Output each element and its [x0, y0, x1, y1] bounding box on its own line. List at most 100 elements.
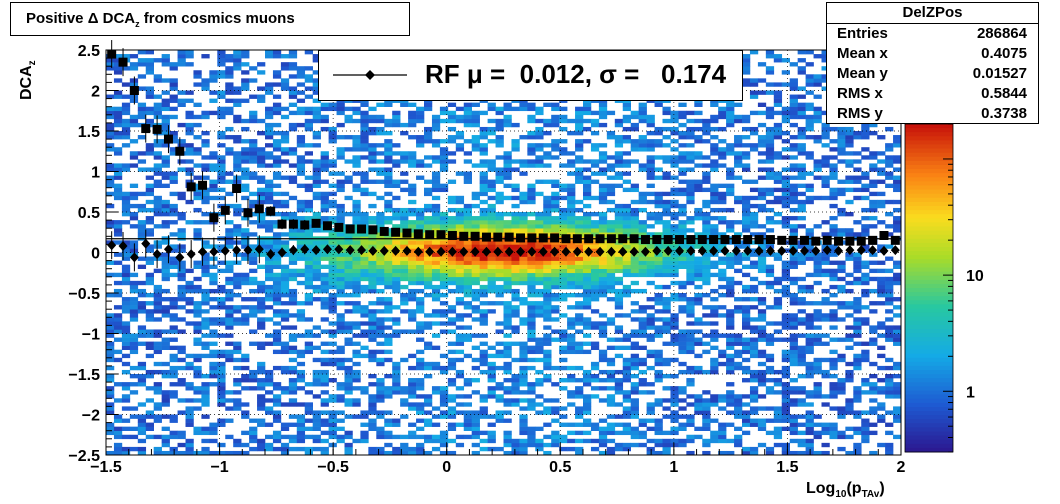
data-point-square — [266, 206, 276, 216]
data-point-diamond — [640, 246, 650, 257]
data-point-square — [856, 236, 866, 246]
data-point-diamond — [709, 245, 719, 256]
stats-row: Mean y 0.01527 — [837, 65, 1027, 82]
data-point-diamond — [175, 252, 185, 263]
data-point-diamond — [595, 246, 605, 257]
data-point-square — [743, 235, 753, 245]
y-tick-label: 0.5 — [78, 205, 100, 222]
data-point-diamond — [890, 245, 900, 256]
color-bar-label: 1 — [966, 384, 975, 401]
data-point-square — [368, 225, 378, 235]
data-point-diamond — [504, 246, 514, 257]
data-point-square — [152, 124, 162, 134]
y-tick-label: 1 — [91, 165, 100, 182]
legend-box: RF μ = 0.012, σ = 0.174 — [318, 50, 743, 101]
data-point-diamond — [243, 245, 253, 256]
data-point-diamond — [845, 245, 855, 256]
data-point-diamond — [152, 249, 162, 260]
data-point-square — [322, 221, 332, 231]
y-tick-label: 2.5 — [78, 43, 100, 60]
data-point-square — [481, 232, 491, 242]
data-point-square — [232, 184, 242, 194]
data-point-square — [277, 219, 287, 229]
data-point-square — [675, 235, 685, 245]
stats-row: Entries 286864 — [837, 25, 1027, 42]
data-point-diamond — [357, 245, 367, 256]
y-tick-label: −2 — [82, 408, 100, 425]
data-point-diamond — [720, 245, 730, 256]
data-point-square — [516, 233, 526, 243]
x-tick-label: 2 — [897, 459, 906, 476]
data-point-diamond — [277, 247, 287, 258]
data-point-square — [709, 235, 719, 245]
data-point-square — [470, 231, 480, 241]
data-point-square — [436, 230, 446, 240]
data-point-diamond — [129, 252, 139, 263]
series-square — [107, 40, 900, 246]
data-point-diamond — [811, 245, 821, 256]
data-point-diamond — [697, 245, 707, 256]
data-point-diamond — [561, 246, 571, 257]
data-point-diamond — [107, 240, 117, 251]
plot-title: Positive Δ DCAz from cosmics muons — [26, 10, 295, 29]
data-point-square — [834, 236, 844, 246]
y-tick-label: −2.5 — [68, 448, 100, 465]
y-tick-label: −0.5 — [68, 286, 100, 303]
x-tick-label: −0.5 — [317, 459, 349, 476]
data-point-diamond — [572, 246, 582, 257]
data-point-square — [402, 228, 412, 238]
data-point-square — [606, 234, 616, 244]
data-point-square — [345, 224, 355, 234]
data-point-diamond — [675, 245, 685, 256]
data-point-diamond — [550, 246, 560, 257]
data-point-square — [550, 233, 560, 243]
data-point-diamond — [425, 246, 435, 257]
data-point-diamond — [606, 246, 616, 257]
data-point-diamond — [629, 246, 639, 257]
color-bar-frame — [904, 123, 954, 453]
data-point-diamond — [198, 246, 208, 257]
data-point-square — [243, 208, 253, 218]
data-point-diamond — [584, 246, 594, 257]
stats-row: Mean x 0.4075 — [837, 45, 1027, 62]
data-point-diamond — [516, 246, 526, 257]
data-point-diamond — [232, 245, 242, 256]
data-point-square — [765, 235, 775, 245]
data-point-diamond — [163, 244, 173, 255]
data-point-diamond — [254, 244, 264, 255]
stats-box: DelZPos Entries 286864 Mean x 0.4075 Mean … — [826, 2, 1039, 124]
x-axis-title: Log10(pTAv) — [806, 480, 885, 501]
data-point-square — [118, 57, 128, 67]
y-tick-label: −1.5 — [68, 367, 100, 384]
data-point-square — [527, 233, 537, 243]
data-point-diamond — [822, 245, 832, 256]
data-point-diamond — [799, 245, 809, 256]
data-point-diamond — [379, 245, 389, 256]
data-point-diamond — [322, 244, 332, 255]
data-point-diamond — [368, 245, 378, 256]
data-point-diamond — [788, 245, 798, 256]
data-point-diamond — [731, 245, 741, 256]
x-tick-label: 1 — [669, 459, 678, 476]
data-point-diamond — [834, 245, 844, 256]
data-point-square — [254, 204, 264, 214]
data-point-square — [141, 124, 151, 134]
data-point-diamond — [186, 249, 196, 260]
stats-row: RMS x 0.5844 — [837, 85, 1027, 102]
data-point-square — [198, 180, 208, 190]
y-tick-label: 1.5 — [78, 124, 100, 141]
data-point-diamond — [743, 245, 753, 256]
color-bar: 10 1 — [904, 123, 984, 453]
data-point-square — [425, 230, 435, 240]
data-point-diamond — [618, 246, 628, 257]
data-point-square — [811, 236, 821, 246]
data-point-diamond — [436, 246, 446, 257]
y-tick-label: 2 — [91, 84, 100, 101]
data-point-square — [186, 182, 196, 192]
data-point-square — [720, 235, 730, 245]
data-point-square — [357, 224, 367, 234]
data-point-square — [220, 205, 230, 215]
data-point-diamond — [288, 245, 298, 256]
data-point-square — [572, 234, 582, 244]
data-point-square — [288, 219, 298, 229]
